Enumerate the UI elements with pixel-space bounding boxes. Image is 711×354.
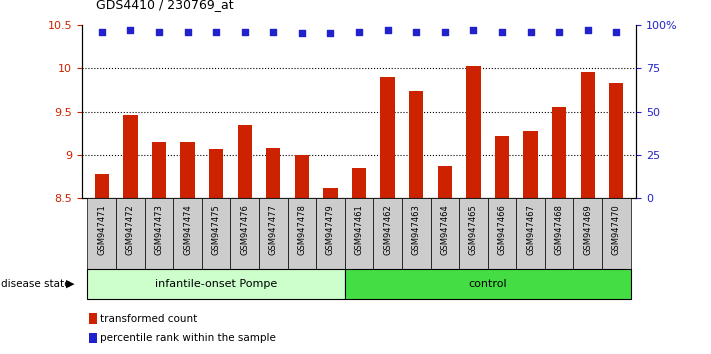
Point — [353, 29, 365, 35]
Text: disease state: disease state — [1, 279, 74, 289]
Point — [439, 29, 451, 35]
Bar — [581, 73, 595, 198]
Bar — [345, 269, 631, 299]
Bar — [373, 198, 402, 269]
Bar — [152, 142, 166, 198]
Text: GSM947466: GSM947466 — [498, 204, 506, 255]
Bar — [602, 198, 631, 269]
Bar — [380, 77, 395, 198]
Text: GSM947475: GSM947475 — [212, 204, 220, 255]
Bar — [230, 198, 259, 269]
Text: GSM947476: GSM947476 — [240, 204, 250, 255]
Bar — [516, 198, 545, 269]
Point — [553, 29, 565, 35]
Bar — [409, 91, 423, 198]
Bar — [87, 269, 345, 299]
Text: GSM947479: GSM947479 — [326, 204, 335, 255]
Bar — [552, 107, 566, 198]
Bar — [574, 198, 602, 269]
Bar — [87, 198, 116, 269]
Text: GSM947461: GSM947461 — [355, 204, 363, 255]
Text: GSM947467: GSM947467 — [526, 204, 535, 255]
Point — [382, 27, 393, 33]
Bar — [237, 125, 252, 198]
Point — [182, 29, 193, 35]
Point — [96, 29, 107, 35]
Bar — [488, 198, 516, 269]
Point — [582, 27, 594, 33]
Point — [267, 29, 279, 35]
Bar — [431, 198, 459, 269]
Text: GSM947474: GSM947474 — [183, 204, 192, 255]
Text: GSM947478: GSM947478 — [297, 204, 306, 255]
Bar — [352, 168, 366, 198]
Bar — [259, 198, 287, 269]
Bar — [95, 174, 109, 198]
Text: GSM947465: GSM947465 — [469, 204, 478, 255]
Bar — [123, 115, 137, 198]
Bar — [209, 149, 223, 198]
Bar — [545, 198, 574, 269]
Text: GSM947477: GSM947477 — [269, 204, 278, 255]
Bar — [402, 198, 431, 269]
Text: GSM947464: GSM947464 — [440, 204, 449, 255]
Text: transformed count: transformed count — [100, 314, 198, 324]
Bar — [523, 131, 538, 198]
Bar — [438, 166, 452, 198]
Text: GSM947470: GSM947470 — [612, 204, 621, 255]
Bar — [459, 198, 488, 269]
Text: GSM947462: GSM947462 — [383, 204, 392, 255]
Bar — [466, 67, 481, 198]
Text: GSM947471: GSM947471 — [97, 204, 106, 255]
Bar — [609, 83, 624, 198]
Text: control: control — [469, 279, 507, 289]
Point — [124, 27, 136, 33]
Text: GDS4410 / 230769_at: GDS4410 / 230769_at — [96, 0, 234, 11]
Text: GSM947469: GSM947469 — [583, 204, 592, 255]
Bar — [316, 198, 345, 269]
Point — [611, 29, 622, 35]
Point — [468, 27, 479, 33]
Point — [296, 30, 308, 36]
Text: GSM947468: GSM947468 — [555, 204, 564, 255]
Point — [210, 29, 222, 35]
Point — [239, 29, 250, 35]
Text: percentile rank within the sample: percentile rank within the sample — [100, 333, 276, 343]
Bar — [173, 198, 202, 269]
Bar — [345, 198, 373, 269]
Point — [325, 30, 336, 36]
Text: GSM947472: GSM947472 — [126, 204, 135, 255]
Bar — [144, 198, 173, 269]
Bar — [495, 136, 509, 198]
Text: GSM947463: GSM947463 — [412, 204, 421, 255]
Bar — [324, 188, 338, 198]
Bar — [287, 198, 316, 269]
Bar — [295, 155, 309, 198]
Point — [410, 29, 422, 35]
Point — [525, 29, 536, 35]
Point — [496, 29, 508, 35]
Bar — [266, 148, 280, 198]
Bar — [181, 142, 195, 198]
Bar — [116, 198, 144, 269]
Text: GSM947473: GSM947473 — [154, 204, 164, 255]
Bar — [202, 198, 230, 269]
Text: infantile-onset Pompe: infantile-onset Pompe — [155, 279, 277, 289]
Text: ▶: ▶ — [66, 279, 75, 289]
Point — [154, 29, 165, 35]
